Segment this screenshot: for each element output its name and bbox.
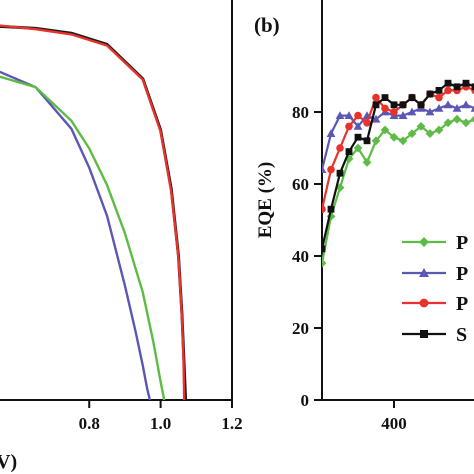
panel-b-data-point xyxy=(326,212,336,221)
legend-entry-label: P xyxy=(456,263,468,285)
panel-b-data-point xyxy=(371,136,381,146)
panel-b-data-point xyxy=(372,101,380,109)
panel-b-data-point xyxy=(371,114,381,123)
panel-b-data-point xyxy=(372,93,380,102)
panel-b-data-point xyxy=(408,94,416,101)
legend-entry-label: P xyxy=(456,293,468,315)
panel-b-data-point xyxy=(398,136,408,146)
panel-b-y-tick-label: 60 xyxy=(292,175,309,194)
panel-b-data-point xyxy=(326,129,336,137)
panel-b-ticks: 0 20 40 60 80 400 xyxy=(292,103,407,433)
panel-b-data-point xyxy=(327,165,335,174)
panel-b-series xyxy=(322,79,474,268)
panel-b-data-point xyxy=(322,245,326,253)
panel-b-data-point xyxy=(470,105,474,112)
panel-b-data-point xyxy=(344,154,354,164)
panel-b-data-point xyxy=(345,122,353,131)
panel-b-data-point xyxy=(434,125,444,135)
legend-marker xyxy=(419,237,429,247)
panel-b-data-point xyxy=(452,104,462,112)
panel-a-x-ticks: 0.8 1.0 1.2 xyxy=(79,400,243,433)
panel-b-y-tick-label: 80 xyxy=(292,103,309,122)
panel-a-series-line-2 xyxy=(0,24,186,400)
panel-b-data-point xyxy=(407,107,417,116)
panel-b-data-point xyxy=(389,132,399,142)
panel-b-data-point xyxy=(444,86,452,95)
panel-b-data-point xyxy=(362,158,372,167)
panel-a-series-line-3 xyxy=(0,70,152,400)
panel-b-data-point xyxy=(336,144,344,152)
legend-marker xyxy=(419,298,429,308)
panel-a-series xyxy=(0,24,188,400)
panel-b-data-point xyxy=(322,258,327,268)
panel-b-data-point xyxy=(443,118,453,128)
panel-b-y-tick-label: 40 xyxy=(292,247,309,266)
panel-b-data-point xyxy=(381,94,389,101)
panel-b-data-point xyxy=(353,143,363,153)
panel-b-data-point xyxy=(399,101,407,109)
panel-b-data-point xyxy=(390,108,398,116)
panel-b-data-point xyxy=(354,133,362,141)
panel-b-data-point xyxy=(444,79,452,87)
panel-b-data-point xyxy=(344,111,354,119)
panel-b-data-point xyxy=(407,129,417,138)
panel-b-data-point xyxy=(416,122,426,131)
panel-b-data-point xyxy=(327,205,335,213)
panel-b-x-tick-label: 400 xyxy=(381,414,407,433)
legend-marker xyxy=(420,330,428,338)
panel-b-data-point xyxy=(461,118,471,128)
panel-b-data-point xyxy=(390,101,398,109)
panel-b-data-point xyxy=(435,93,443,102)
panel-b-data-point xyxy=(425,129,435,138)
panel-b-data-point xyxy=(443,100,453,109)
panel-a-series-line-4 xyxy=(0,75,166,400)
panel-b-data-point xyxy=(380,125,390,135)
panel-b-data-point xyxy=(335,183,345,192)
legend-entry-label: S xyxy=(456,324,467,346)
panel-b-data-point xyxy=(470,115,474,123)
panel-b-data-point xyxy=(336,169,344,177)
panel-b-data-point xyxy=(426,90,434,98)
panel-b-data-point xyxy=(335,111,345,119)
panel-b-data-point xyxy=(345,148,353,155)
panel-b-data-point xyxy=(363,119,371,127)
panel-b-data-point xyxy=(461,100,471,109)
panel-b-data-point xyxy=(471,83,474,91)
panel-b-data-point xyxy=(322,165,327,173)
panel-b-data-point xyxy=(381,104,389,113)
legend-marker xyxy=(419,268,429,277)
panel-b-y-tick-label: 20 xyxy=(292,319,309,338)
panel-b-data-point xyxy=(434,104,444,112)
panel-b-data-point xyxy=(363,137,371,145)
panel-b-data-point xyxy=(452,114,462,124)
panel-b-data-point xyxy=(417,101,425,109)
panel-a-x-tick-label: 0.8 xyxy=(79,414,100,433)
panel-b-data-point xyxy=(425,107,435,116)
panel-b-data-point xyxy=(462,79,470,87)
panel-b-data-point xyxy=(435,87,443,94)
panel-b-data-point xyxy=(354,111,362,120)
panel-b-data-point xyxy=(398,111,408,119)
panel-b-label: (b) xyxy=(254,13,280,37)
panel-a-x-tick-label: 1.2 xyxy=(221,414,242,433)
panel-a-series-line-1 xyxy=(0,24,188,400)
legend-entry-label: P xyxy=(456,232,468,254)
panel-b-data-point xyxy=(322,205,326,213)
panel-a-x-axis-label: V) xyxy=(0,451,17,473)
panel-b-data-point xyxy=(353,122,363,130)
panel-a-x-tick-label: 1.0 xyxy=(150,414,171,433)
panel-a: 0.8 1.0 1.2 V) xyxy=(0,0,243,473)
panel-b-y-axis-label: EQE (%) xyxy=(255,162,276,239)
panel-b-data-point xyxy=(453,83,461,91)
panel-b-y-tick-label: 0 xyxy=(301,391,310,410)
